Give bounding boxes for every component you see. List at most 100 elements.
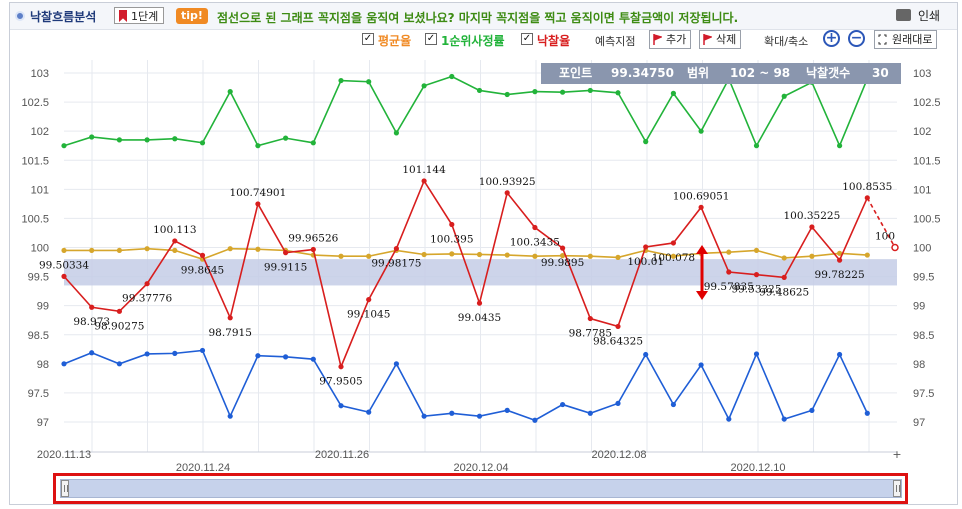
series-point-green bbox=[781, 93, 787, 99]
series-point-yellow bbox=[172, 247, 178, 254]
range-label: 범위 bbox=[687, 66, 710, 80]
y-tick-label-left: 97.5 bbox=[28, 388, 49, 400]
red-data-label: 99.0435 bbox=[458, 312, 501, 324]
series-point-yellow bbox=[753, 247, 760, 254]
red-data-label: 99.50334 bbox=[39, 259, 89, 271]
series-point-green bbox=[753, 143, 760, 149]
zoom-label: 확대/축소 bbox=[764, 35, 809, 48]
delete-button[interactable]: 삭제 bbox=[699, 30, 742, 49]
reset-view-button[interactable]: 원래대로 bbox=[874, 30, 938, 49]
checkbox-first-rank-label: 1순위사정률 bbox=[441, 34, 505, 48]
red-data-label: 98.64325 bbox=[593, 335, 643, 347]
series-line-blue bbox=[63, 349, 869, 422]
series-point-blue bbox=[116, 361, 122, 367]
page-title: 낙찰흐름분석 bbox=[30, 10, 97, 24]
series-line-green bbox=[63, 75, 869, 148]
zoom-out-icon[interactable]: − bbox=[848, 30, 865, 47]
checkbox-box[interactable]: ✓ bbox=[425, 33, 437, 45]
series-point-green bbox=[504, 91, 510, 98]
series-point-green bbox=[366, 79, 372, 85]
series-point-yellow bbox=[615, 254, 621, 260]
checkbox-box[interactable]: ✓ bbox=[521, 33, 533, 45]
series-point-blue bbox=[283, 354, 289, 360]
series-point-red bbox=[227, 315, 233, 321]
stage-button[interactable]: 1단계 bbox=[114, 7, 165, 24]
range-value: 102 ~ 98 bbox=[730, 66, 791, 80]
red-data-label: 98.7915 bbox=[208, 327, 251, 339]
y-tick-label-right: 103 bbox=[913, 68, 931, 80]
flag-delete-icon bbox=[703, 34, 712, 45]
x-axis-labels: 2020.11.13 2020.11.26 2020.12.08 2020.11.24… bbox=[37, 448, 902, 474]
red-data-label: 100.3435 bbox=[510, 237, 560, 249]
printer-icon bbox=[896, 9, 911, 21]
series-point-red bbox=[172, 238, 178, 244]
series-point-yellow bbox=[449, 251, 455, 257]
red-data-label: 100.93925 bbox=[479, 176, 536, 188]
series-point-red bbox=[61, 273, 67, 279]
series-point-yellow bbox=[504, 252, 510, 258]
range-navigator-track[interactable] bbox=[60, 479, 902, 498]
series-point-blue bbox=[532, 417, 538, 423]
range-handle-left[interactable] bbox=[61, 480, 69, 497]
series-point-blue bbox=[781, 416, 787, 422]
y-tick-label-left: 98.5 bbox=[28, 330, 49, 342]
red-data-label: 100.69051 bbox=[673, 190, 730, 202]
series-point-blue bbox=[199, 347, 206, 354]
predict-point-label: 예측지점 bbox=[595, 35, 636, 48]
series-point-blue bbox=[504, 407, 510, 413]
series-point-red bbox=[393, 245, 399, 252]
y-tick-label-left: 100.5 bbox=[21, 213, 49, 225]
series-point-blue bbox=[310, 356, 316, 362]
count-value: 30 bbox=[872, 66, 889, 80]
tip-badge: tip! bbox=[176, 8, 208, 24]
series-point-red bbox=[781, 274, 787, 280]
x-tick-label: 2020.12.08 bbox=[591, 449, 646, 461]
print-button[interactable]: 인쇄 bbox=[896, 7, 940, 24]
red-data-label: 99.1045 bbox=[347, 309, 390, 321]
series-point-green bbox=[199, 140, 206, 146]
y-tick-label-right: 97.5 bbox=[913, 388, 934, 400]
series-point-blue bbox=[144, 351, 150, 357]
y-tick-label-right: 99 bbox=[913, 301, 925, 313]
series-point-green bbox=[89, 134, 95, 140]
point-value: 99.34750 bbox=[611, 66, 675, 80]
tip-text: 점선으로 된 그래프 꼭지점을 움직여 보셨나요? 마지막 꼭지점을 찍고 움직… bbox=[217, 11, 739, 25]
zoom-in-icon[interactable]: + bbox=[823, 30, 840, 47]
red-data-label: 98.7785 bbox=[569, 328, 612, 340]
range-handle-right[interactable] bbox=[893, 480, 901, 497]
point-range-band bbox=[64, 259, 897, 286]
series-point-green bbox=[227, 89, 233, 95]
x-tick-label: 2020.11.24 bbox=[176, 462, 230, 474]
series-point-red bbox=[255, 201, 261, 207]
series-point-red bbox=[560, 245, 566, 251]
red-data-label: 99.98175 bbox=[371, 258, 421, 270]
drag-arrow-up-icon bbox=[696, 245, 708, 254]
y-tick-label-left: 100 bbox=[31, 243, 49, 255]
x-tick-label: 2020.12.04 bbox=[453, 462, 508, 474]
series-point-yellow bbox=[476, 251, 483, 258]
series-point-blue bbox=[809, 407, 815, 413]
series-point-green bbox=[670, 90, 677, 96]
series-point-red bbox=[366, 296, 372, 303]
add-button[interactable]: 추가 bbox=[649, 30, 692, 49]
series-point-blue bbox=[837, 351, 843, 358]
count-label: 낙찰갯수 bbox=[806, 66, 851, 80]
red-data-label: 99.78225 bbox=[815, 269, 865, 281]
checkbox-box[interactable]: ✓ bbox=[362, 33, 374, 45]
series-point-yellow bbox=[809, 253, 815, 259]
series-layer bbox=[61, 73, 870, 423]
prediction-dashed-line bbox=[866, 197, 896, 248]
series-point-green bbox=[643, 139, 649, 145]
series-point-green bbox=[560, 89, 566, 95]
add-label: 추가 bbox=[666, 33, 687, 46]
series-point-green bbox=[837, 143, 843, 149]
series-point-red bbox=[476, 300, 483, 306]
series-point-yellow bbox=[421, 251, 427, 258]
y-tick-label-right: 98.5 bbox=[913, 330, 934, 342]
series-point-red bbox=[532, 224, 538, 231]
series-point-blue bbox=[366, 409, 372, 415]
delete-label: 삭제 bbox=[716, 33, 737, 46]
series-point-blue bbox=[449, 410, 455, 416]
